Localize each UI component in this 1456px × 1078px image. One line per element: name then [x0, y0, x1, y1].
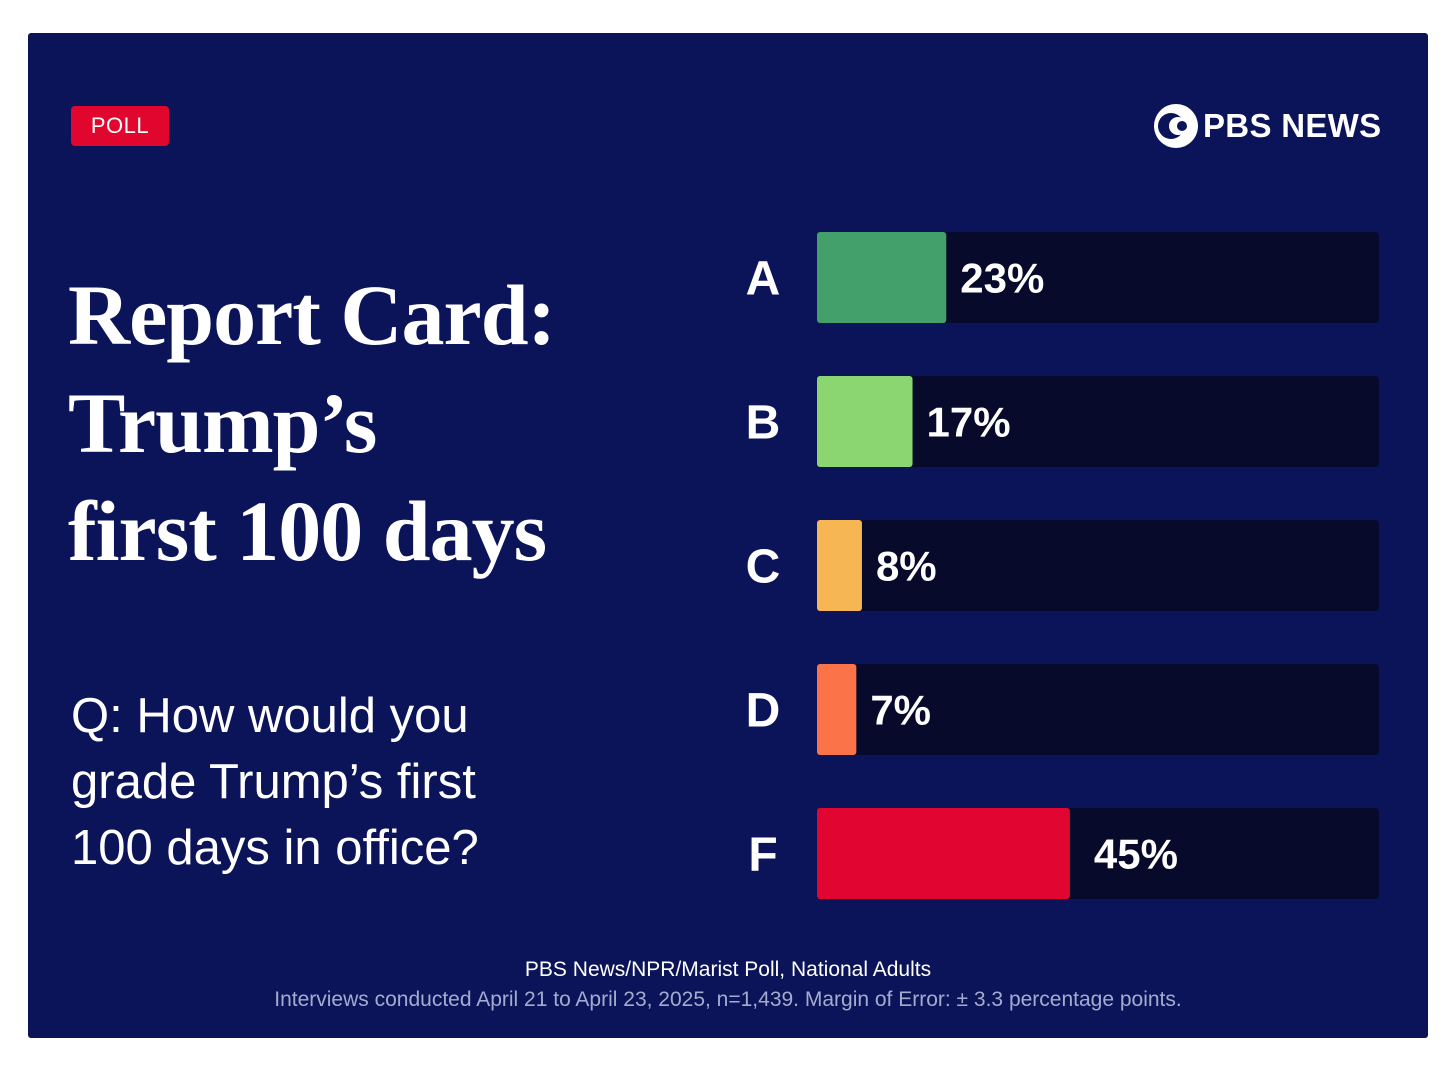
question-line-3: 100 days in office? [71, 821, 479, 875]
bar-c [817, 520, 862, 611]
question-line-1: Q: How would you [71, 689, 469, 743]
bar-d [817, 664, 857, 755]
poll-card: POLL PBS NEWS Report Card: Trump’s first… [28, 33, 1428, 1038]
category-label-c: C [746, 541, 781, 594]
category-label-f: F [748, 829, 777, 882]
value-label-b: 17% [927, 399, 1011, 446]
methodology-note: Interviews conducted April 21 to April 2… [274, 988, 1182, 1011]
grade-bar-chart: A 23% B 17% C 8% D 7% F 45% [746, 232, 1379, 899]
bar-track-a [817, 232, 1379, 323]
brand-name: PBS NEWS [1203, 107, 1382, 144]
question-line-2: grade Trump’s first [71, 755, 476, 809]
category-label-a: A [746, 253, 781, 306]
value-label-c: 8% [876, 543, 937, 590]
bar-track-d [817, 664, 1379, 755]
bar-a [817, 232, 947, 323]
category-label-b: B [746, 397, 781, 450]
title-line-1: Report Card: [68, 267, 556, 363]
bar-b [817, 376, 913, 467]
pbs-head-logo-icon [1154, 104, 1198, 148]
value-label-d: 7% [870, 687, 931, 734]
pbs-news-logo: PBS NEWS [1153, 103, 1381, 149]
title-line-2: Trump’s [68, 375, 377, 471]
chart-title: Report Card: Trump’s first 100 days [68, 261, 688, 585]
value-label-f: 45% [1094, 831, 1178, 878]
category-label-d: D [746, 685, 781, 738]
bar-track-c [817, 520, 1379, 611]
value-label-a: 23% [960, 255, 1044, 302]
bar-f [817, 808, 1070, 899]
bar-track-b [817, 376, 1379, 467]
poll-badge: POLL [71, 106, 169, 146]
poll-question: Q: How would you grade Trump’s first 100… [71, 683, 571, 881]
title-line-3: first 100 days [68, 483, 547, 579]
source-line: PBS News/NPR/Marist Poll, National Adult… [524, 958, 932, 981]
